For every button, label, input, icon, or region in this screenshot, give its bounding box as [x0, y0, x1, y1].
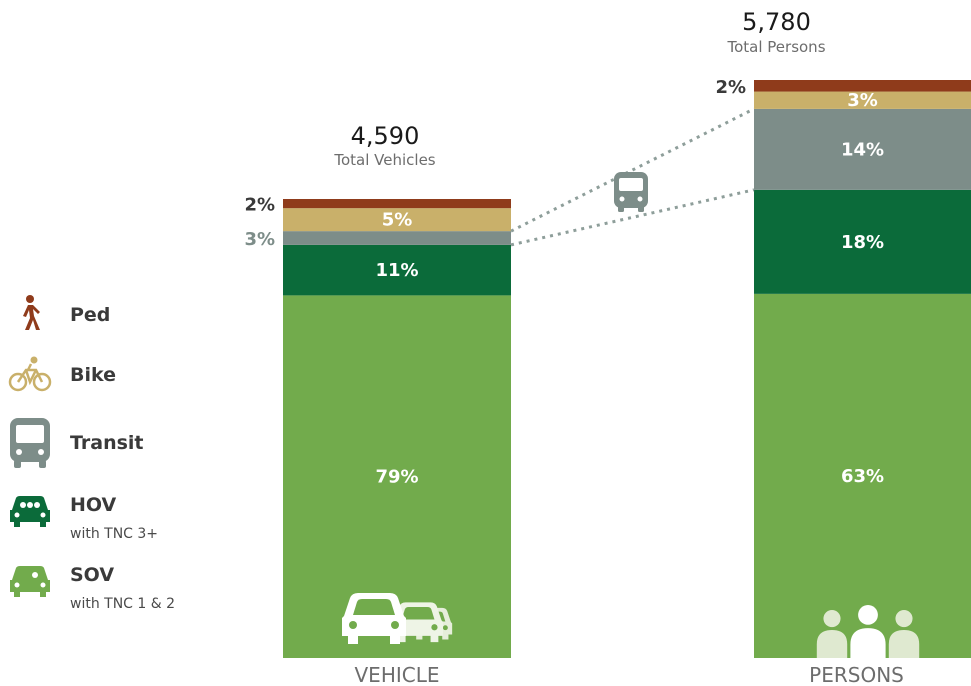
pedestrian-icon	[23, 295, 40, 330]
total-label-vehicle: Total Vehicles	[333, 151, 435, 169]
bus-icon	[10, 418, 50, 468]
category-label-vehicle: VEHICLE	[355, 663, 440, 686]
bar-segment-hov-persons	[754, 189, 971, 294]
data-label-transit-vehicle: 3%	[244, 229, 275, 250]
legend-label-bike: Bike	[70, 364, 117, 386]
people-icon	[816, 605, 920, 658]
data-label-transit-persons: 14%	[841, 139, 884, 160]
legend-label-transit: Transit	[70, 432, 144, 454]
total-label-persons: Total Persons	[726, 38, 825, 56]
data-label-sov-persons: 63%	[841, 466, 884, 487]
data-label-bike-vehicle: 5%	[382, 210, 413, 231]
data-label-bike-persons: 3%	[847, 90, 878, 111]
bar-icons-layer	[342, 593, 920, 658]
data-label-hov-persons: 18%	[841, 232, 884, 253]
total-value-vehicle: 4,590	[351, 122, 420, 150]
category-label-persons: PERSONS	[809, 663, 904, 686]
bar-segment-ped-persons	[754, 80, 971, 92]
transit-connector	[510, 107, 755, 247]
legend-label-ped: Ped	[70, 304, 111, 326]
sov-car-icon	[10, 566, 50, 597]
bar-segment-ped-vehicle	[283, 199, 511, 209]
connector-bus-icon	[614, 172, 648, 212]
data-label-ped-persons: 2%	[715, 77, 746, 98]
data-label-ped-vehicle: 2%	[244, 195, 275, 216]
bars-layer	[283, 80, 971, 658]
cars-icon	[342, 593, 453, 644]
connector-line-bottom	[510, 188, 755, 247]
bar-segment-bike-persons	[754, 91, 971, 109]
connector-line-top	[510, 107, 755, 233]
legend-label-hov: HOV	[70, 494, 117, 516]
legend-sub-sov: with TNC 1 & 2	[70, 596, 176, 612]
bicycle-icon	[8, 356, 52, 392]
bar-segment-transit-vehicle	[283, 231, 511, 245]
bar-segment-bike-vehicle	[283, 208, 511, 232]
data-label-hov-vehicle: 11%	[375, 260, 418, 281]
data-label-sov-vehicle: 79%	[375, 467, 418, 488]
hov-car-icon	[10, 496, 50, 527]
bar-segment-transit-persons	[754, 108, 971, 190]
bar-segment-hov-vehicle	[283, 244, 511, 296]
legend-label-sov: SOV	[70, 564, 115, 586]
total-value-persons: 5,780	[742, 8, 811, 36]
legend-sub-hov: with TNC 3+	[70, 526, 159, 542]
bar-segment-sov-persons	[754, 293, 971, 658]
